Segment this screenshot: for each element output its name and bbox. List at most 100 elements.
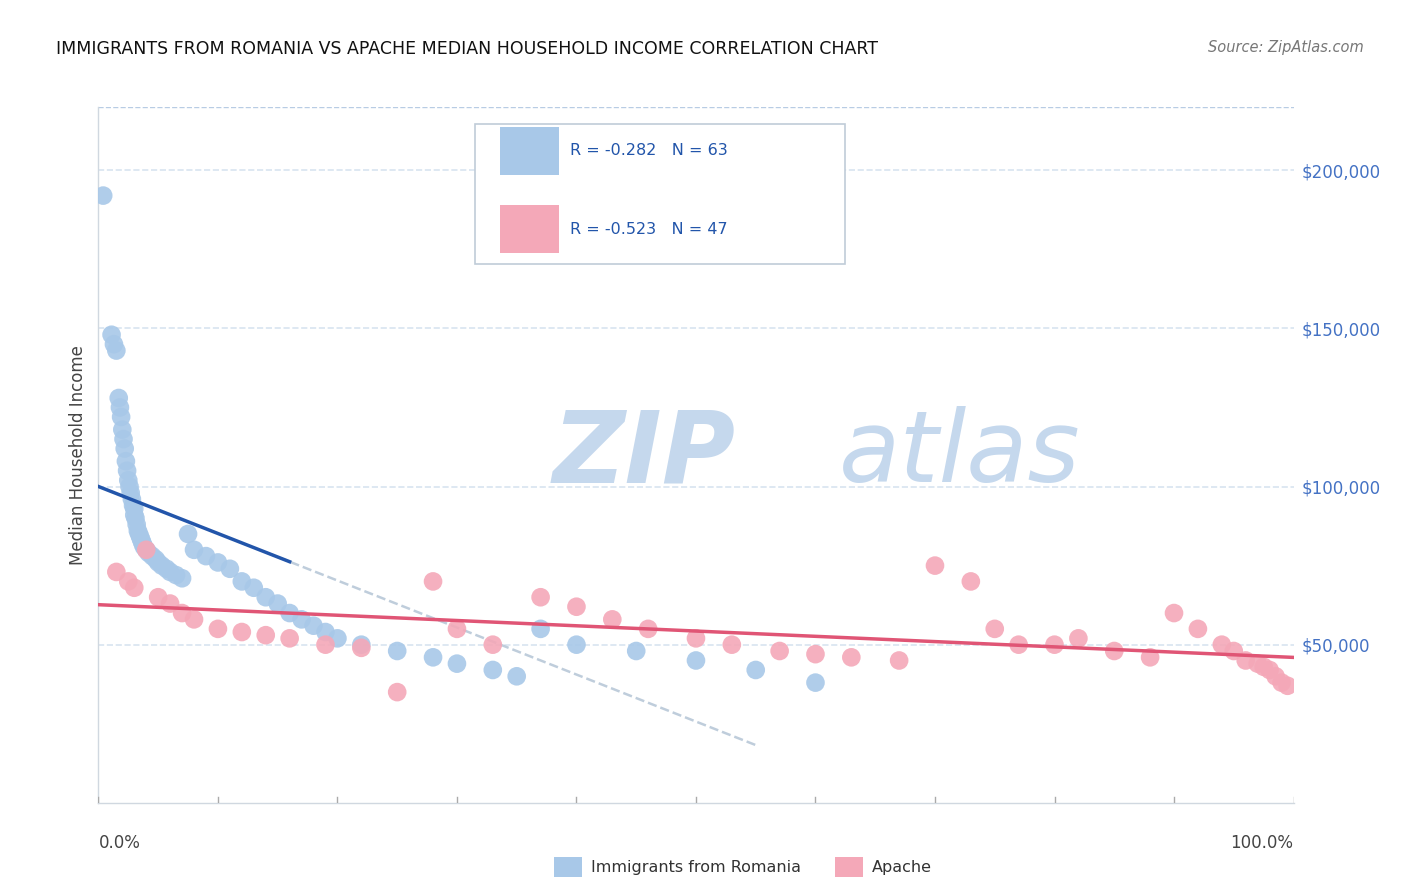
Point — [302, 618, 325, 632]
Point — [1271, 675, 1294, 690]
Point — [145, 552, 167, 566]
Point — [984, 622, 1007, 636]
Point — [107, 391, 129, 405]
Point — [177, 527, 200, 541]
Point — [1067, 632, 1090, 646]
Point — [254, 591, 277, 605]
Point — [481, 638, 505, 652]
Point — [685, 653, 707, 667]
Point — [481, 663, 505, 677]
Point — [1163, 606, 1185, 620]
Point — [117, 574, 139, 589]
Point — [1007, 638, 1029, 652]
Point — [138, 546, 160, 560]
Point — [128, 527, 150, 541]
Point — [207, 556, 229, 570]
Point — [165, 568, 187, 582]
Text: 100.0%: 100.0% — [1230, 834, 1294, 852]
Point — [207, 622, 229, 636]
Point — [720, 638, 742, 652]
Point — [529, 591, 551, 605]
Point — [110, 409, 132, 424]
Point — [141, 549, 163, 563]
Point — [804, 675, 827, 690]
Point — [183, 542, 205, 557]
Point — [91, 188, 114, 202]
Point — [278, 632, 301, 646]
Point — [529, 622, 551, 636]
Point — [124, 511, 146, 525]
FancyBboxPatch shape — [501, 205, 558, 253]
FancyBboxPatch shape — [835, 857, 863, 877]
Point — [1043, 638, 1066, 652]
Point — [350, 640, 373, 655]
Point — [148, 556, 170, 570]
Point — [889, 653, 911, 667]
Point — [565, 599, 588, 614]
Point — [135, 542, 157, 557]
Point — [768, 644, 790, 658]
Point — [243, 581, 266, 595]
Point — [1234, 653, 1257, 667]
Text: R = -0.523   N = 47: R = -0.523 N = 47 — [571, 221, 728, 236]
Point — [183, 612, 205, 626]
Point — [194, 549, 218, 563]
Point — [219, 562, 242, 576]
Point — [122, 499, 145, 513]
Point — [120, 486, 142, 500]
Point — [118, 479, 141, 493]
Point — [231, 625, 253, 640]
Point — [1258, 663, 1281, 677]
Point — [565, 638, 588, 652]
Point — [267, 597, 290, 611]
FancyBboxPatch shape — [554, 857, 582, 877]
Point — [121, 492, 143, 507]
Point — [105, 343, 128, 358]
Point — [1253, 660, 1275, 674]
Point — [117, 473, 139, 487]
Point — [446, 657, 468, 671]
Point — [1222, 644, 1246, 658]
Point — [127, 524, 149, 538]
Text: atlas: atlas — [839, 407, 1081, 503]
Point — [131, 536, 153, 550]
Point — [350, 638, 373, 652]
Point — [159, 565, 181, 579]
Point — [108, 401, 131, 415]
Text: Immigrants from Romania: Immigrants from Romania — [591, 860, 800, 874]
Point — [422, 650, 444, 665]
Point — [278, 606, 301, 620]
Point — [1139, 650, 1161, 665]
Point — [125, 517, 148, 532]
Point — [172, 606, 194, 620]
Point — [1187, 622, 1209, 636]
Point — [924, 558, 946, 573]
Point — [112, 432, 135, 446]
Point — [111, 423, 134, 437]
Point — [105, 565, 128, 579]
Text: R = -0.282   N = 63: R = -0.282 N = 63 — [571, 143, 728, 158]
Point — [315, 638, 337, 652]
Point — [1211, 638, 1233, 652]
Point — [115, 464, 138, 478]
Point — [637, 622, 659, 636]
Point — [1264, 669, 1286, 683]
Text: ZIP: ZIP — [553, 407, 735, 503]
Point — [131, 533, 153, 548]
Text: 0.0%: 0.0% — [98, 834, 141, 852]
Point — [841, 650, 863, 665]
Point — [114, 442, 136, 456]
Point — [100, 327, 122, 342]
Point — [626, 644, 648, 658]
Point — [124, 508, 146, 522]
Point — [150, 558, 173, 573]
FancyBboxPatch shape — [501, 127, 558, 175]
Point — [135, 542, 157, 557]
Text: Source: ZipAtlas.com: Source: ZipAtlas.com — [1208, 40, 1364, 55]
Point — [385, 644, 409, 658]
Point — [124, 581, 146, 595]
Point — [446, 622, 468, 636]
Point — [231, 574, 253, 589]
Point — [1102, 644, 1125, 658]
Point — [385, 685, 409, 699]
